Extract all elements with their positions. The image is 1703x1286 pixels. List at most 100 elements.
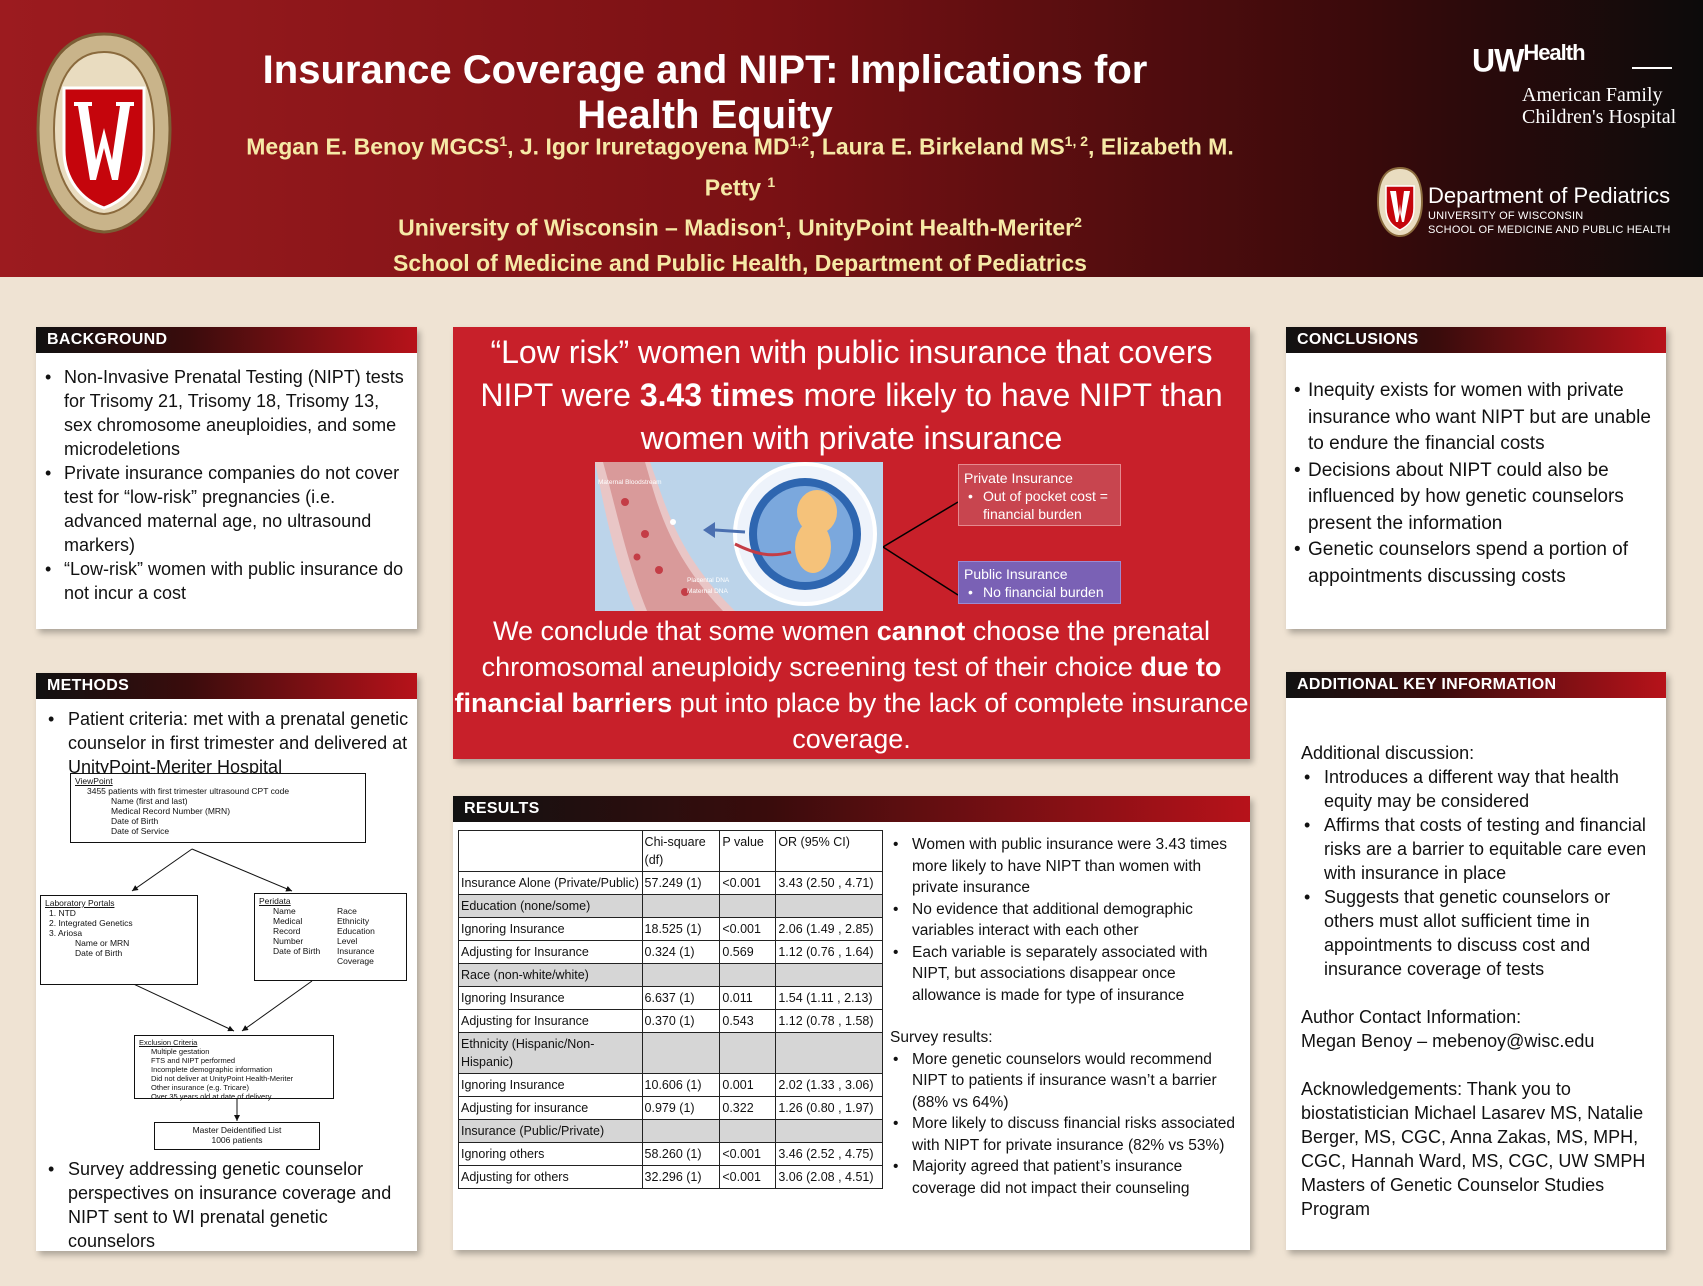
flow-list: Name (first and last) Medical Record Num… <box>75 796 361 836</box>
table-cell: 3.46 (2.52 , 4.75) <box>775 1142 883 1166</box>
acknowledgements: Acknowledgements: Thank you to biostatis… <box>1301 1079 1646 1219</box>
conclusions-list: Inequity exists for women with private i… <box>1286 378 1666 590</box>
list-item: Introduces a different way that health e… <box>1301 765 1654 813</box>
table-row: Adjusting for others 32.296 (1) <0.001 3.06… <box>458 1165 883 1189</box>
flow-line: Did not deliver at UnityPoint Health-Mer… <box>151 1074 294 1083</box>
table-cell: 1.12 (0.76 , 1.64) <box>775 940 883 964</box>
contact-heading: Author Contact Information: <box>1301 1007 1522 1027</box>
table-cell: 0.543 <box>719 1009 777 1033</box>
flow-line: Date of Birth <box>273 946 321 956</box>
methods-heading: METHODS <box>36 673 417 699</box>
table-cell: 0.569 <box>719 940 777 964</box>
author-sup: 1,2 <box>789 133 810 149</box>
survey-results-heading: Survey results: <box>890 1029 993 1046</box>
list-item: Non-Invasive Prenatal Testing (NIPT) tes… <box>36 365 407 461</box>
methods-survey-list: Survey addressing genetic counselor pers… <box>36 1157 417 1253</box>
table-cell <box>641 1032 721 1074</box>
table-cell <box>775 894 883 918</box>
affiliation-line: University of Wisconsin – Madison1, Unit… <box>398 214 1082 241</box>
flow-box-title: Laboratory Portals <box>45 898 115 908</box>
table-cell: Adjusting for insurance <box>458 1096 643 1120</box>
flow-line: 1006 patients <box>211 1135 263 1145</box>
table-cell: 57.249 (1) <box>641 871 721 895</box>
conclusions-heading: CONCLUSIONS <box>1286 327 1666 353</box>
contact-email[interactable]: Megan Benoy – mebenoy@wisc.edu <box>1301 1031 1595 1051</box>
pediatrics-crest-logo <box>1376 166 1424 238</box>
results-text: Women with public insurance were 3.43 ti… <box>890 834 1242 1199</box>
public-insurance-box: Public Insurance No financial burden <box>958 561 1121 604</box>
author-name: Laura E. Birkeland MS <box>821 133 1065 160</box>
table-row: Ignoring Insurance 18.525 (1) <0.001 2.06 (… <box>458 917 883 941</box>
flow-line: Medical Record Number (MRN) <box>111 806 231 816</box>
list-item: Each variable is separately associated w… <box>890 942 1242 1007</box>
flow-box-viewpoint: ViewPoint 3455 patients with first trime… <box>70 773 366 843</box>
table-row: Ignoring Insurance 6.637 (1) 0.011 1.54 (1.… <box>458 986 883 1010</box>
flow-line: Over 35 years old at date of delivery <box>151 1092 272 1101</box>
table-cell: <0.001 <box>719 1165 777 1189</box>
flow-line: Ethnicity <box>337 916 370 926</box>
author-block: Megan E. Benoy MGCS1, J. Igor Iruretagoy… <box>240 124 1240 281</box>
flow-line: Name (first and last) <box>111 796 188 806</box>
table-cell: Race (non-white/white) <box>458 963 643 987</box>
author-sup: 1, 2 <box>1064 133 1089 149</box>
public-insurance-title: Public Insurance <box>964 566 1068 582</box>
table-cell: Adjusting for others <box>458 1165 643 1189</box>
table-cell <box>719 894 777 918</box>
methods-flowchart: ViewPoint 3455 patients with first trime… <box>40 773 412 1151</box>
flow-box-master-list: Master Deidentified List 1006 patients <box>154 1122 320 1150</box>
methods-section: METHODS Patient criteria: met with a pre… <box>36 673 417 1251</box>
flow-line: Date of Service <box>111 826 170 836</box>
conclusion-text: put into place by the lack of complete i… <box>672 688 1249 754</box>
table-section-row: Ethnicity (Hispanic/Non-Hispanic) <box>458 1032 883 1074</box>
table-cell: 18.525 (1) <box>641 917 721 941</box>
affiliation-b: UnityPoint Health-Meriter <box>798 214 1075 241</box>
table-cell: Ignoring others <box>458 1142 643 1166</box>
table-cell: 0.001 <box>719 1073 777 1097</box>
table-cell <box>775 1032 883 1074</box>
uwhealth-wordmark: UWHealth <box>1472 40 1676 80</box>
list-item: Majority agreed that patient’s insurance… <box>890 1156 1242 1199</box>
flow-line: FTS and NIPT performed <box>151 1056 236 1065</box>
column-header <box>458 830 643 872</box>
column-header: Chi-square (df) <box>641 830 721 872</box>
additional-heading: ADDITIONAL KEY INFORMATION <box>1286 672 1666 698</box>
conclusions-section: CONCLUSIONS Inequity exists for women wi… <box>1286 327 1666 629</box>
table-cell: <0.001 <box>719 917 777 941</box>
column-header: OR (95% CI) <box>775 830 883 872</box>
table-cell: 2.02 (1.33 , 3.06) <box>775 1073 883 1097</box>
author-sup: 1 <box>767 173 776 190</box>
conclusion-text: choose the prenatal chromosomal aneuploi… <box>481 616 1210 682</box>
table-cell: 1.54 (1.11 , 2.13) <box>775 986 883 1010</box>
list-item: “Low-risk” women with public insurance d… <box>36 557 407 605</box>
list-item: Genetic counselors spend a portion of ap… <box>1286 537 1658 590</box>
results-table: Chi-square (df) P value OR (95% CI) Insuran… <box>458 830 883 1189</box>
table-row: Adjusting for Insurance 0.324 (1) 0.569 1.1… <box>458 940 883 964</box>
list-item: Survey addressing genetic counselor pers… <box>36 1157 417 1253</box>
table-cell: 0.324 (1) <box>641 940 721 964</box>
table-section-row: Education (none/some) <box>458 894 883 918</box>
hospital-name: American Family Children's Hospital <box>1522 84 1676 128</box>
table-cell <box>641 894 721 918</box>
dept-pediatrics-logo: Department of Pediatrics UNIVERSITY OF W… <box>1428 183 1671 237</box>
affiliation-sup: 2 <box>1074 214 1082 231</box>
logo-rule <box>1632 67 1672 69</box>
table-cell <box>641 1119 721 1143</box>
table-cell: <0.001 <box>719 1142 777 1166</box>
flow-line: Name <box>273 906 296 916</box>
flow-box-title: Exclusion Criteria <box>139 1038 198 1047</box>
poster-title: Insurance Coverage and NIPT: Implication… <box>262 48 1148 137</box>
flow-line: Incomplete demographic information <box>151 1065 273 1074</box>
background-list: Non-Invasive Prenatal Testing (NIPT) tes… <box>36 365 417 605</box>
key-finding-headline: “Low risk” women with public insurance t… <box>453 331 1250 460</box>
affiliation-a: University of Wisconsin – Madison <box>398 214 778 241</box>
flow-line: 1. NTD <box>49 908 76 918</box>
table-cell: 0.979 (1) <box>641 1096 721 1120</box>
conclusion-emphasis: due to financial barriers <box>454 652 1222 718</box>
methods-criteria-list: Patient criteria: met with a prenatal ge… <box>36 707 417 779</box>
flow-line: Date of Birth <box>75 948 123 958</box>
dept-line1: UNIVERSITY OF WISCONSIN <box>1428 210 1584 222</box>
table-section-row: Race (non-white/white) <box>458 963 883 987</box>
background-heading: BACKGROUND <box>36 327 417 353</box>
table-cell: Insurance (Public/Private) <box>458 1119 643 1143</box>
table-cell <box>775 963 883 987</box>
